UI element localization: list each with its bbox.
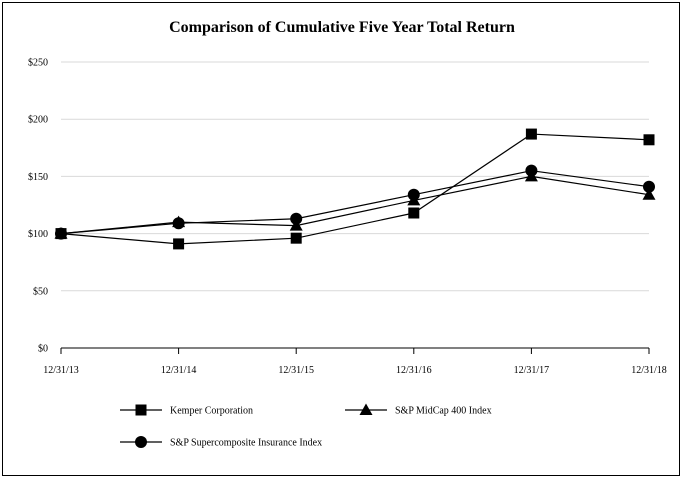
chart-frame <box>2 2 680 476</box>
y-tick-label: $100 <box>28 229 48 240</box>
data-point-square <box>290 232 302 244</box>
data-point-circle <box>525 164 538 177</box>
legend-marker-triangle <box>359 403 373 415</box>
data-point-square <box>525 128 537 140</box>
legend-item-triangle: S&P MidCap 400 Index <box>345 403 492 417</box>
chart-title: Comparison of Cumulative Five Year Total… <box>169 19 515 36</box>
data-point-circle <box>407 188 420 201</box>
x-tick-label: 12/31/15 <box>278 365 314 376</box>
y-tick-label: $50 <box>33 286 48 297</box>
data-point-circle <box>290 212 303 225</box>
y-tick-label: $200 <box>28 115 48 126</box>
legend-label: Kemper Corporation <box>170 406 253 417</box>
legend-label: S&P Supercomposite Insurance Index <box>170 438 322 449</box>
legend-label: S&P MidCap 400 Index <box>395 406 492 417</box>
data-point-circle <box>55 227 67 240</box>
y-tick-label: $250 <box>28 58 48 69</box>
x-tick-label: 12/31/17 <box>514 365 550 376</box>
series-group <box>54 128 656 250</box>
x-tick-label: 12/31/14 <box>161 365 197 376</box>
series-line-triangle <box>60 175 650 235</box>
series-line-square <box>60 133 650 245</box>
y-tick-label: $0 <box>38 344 48 355</box>
x-tick-label: 12/31/16 <box>396 365 432 376</box>
x-tick-label: 12/31/18 <box>631 365 667 376</box>
legend-marker-circle <box>135 436 147 448</box>
data-point-triangle <box>289 219 303 231</box>
axes: $0 $50 $100 $150 $200 $250 12/31/13 12/31/14 12/… <box>28 58 667 377</box>
data-point-square <box>173 238 185 250</box>
legend-marker-square <box>135 404 147 416</box>
series-line-circle <box>60 170 650 235</box>
x-tick-label: 12/31/13 <box>43 365 79 376</box>
gridlines <box>61 61 649 292</box>
data-point-square <box>408 207 420 219</box>
data-point-square <box>643 134 655 146</box>
legend-item-square: Kemper Corporation <box>120 404 253 417</box>
legend-item-circle: S&P Supercomposite Insurance Index <box>120 436 322 449</box>
y-tick-label: $150 <box>28 172 48 183</box>
legend: Kemper Corporation S&P MidCap 400 Index S&… <box>120 403 492 449</box>
data-point-triangle <box>642 188 656 200</box>
data-point-circle <box>172 217 185 230</box>
data-point-circle <box>643 180 655 193</box>
